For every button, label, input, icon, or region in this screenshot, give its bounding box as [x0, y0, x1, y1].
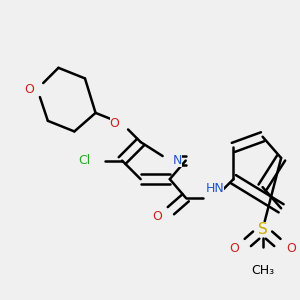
Text: S: S: [258, 222, 268, 237]
Text: N: N: [172, 154, 182, 167]
Text: O: O: [110, 117, 119, 130]
Text: O: O: [152, 210, 162, 223]
Text: O: O: [286, 242, 296, 255]
Text: CH₃: CH₃: [251, 264, 274, 277]
Text: O: O: [25, 82, 34, 95]
Text: Cl: Cl: [78, 154, 90, 167]
Text: HN: HN: [206, 182, 224, 195]
Text: O: O: [229, 242, 239, 255]
